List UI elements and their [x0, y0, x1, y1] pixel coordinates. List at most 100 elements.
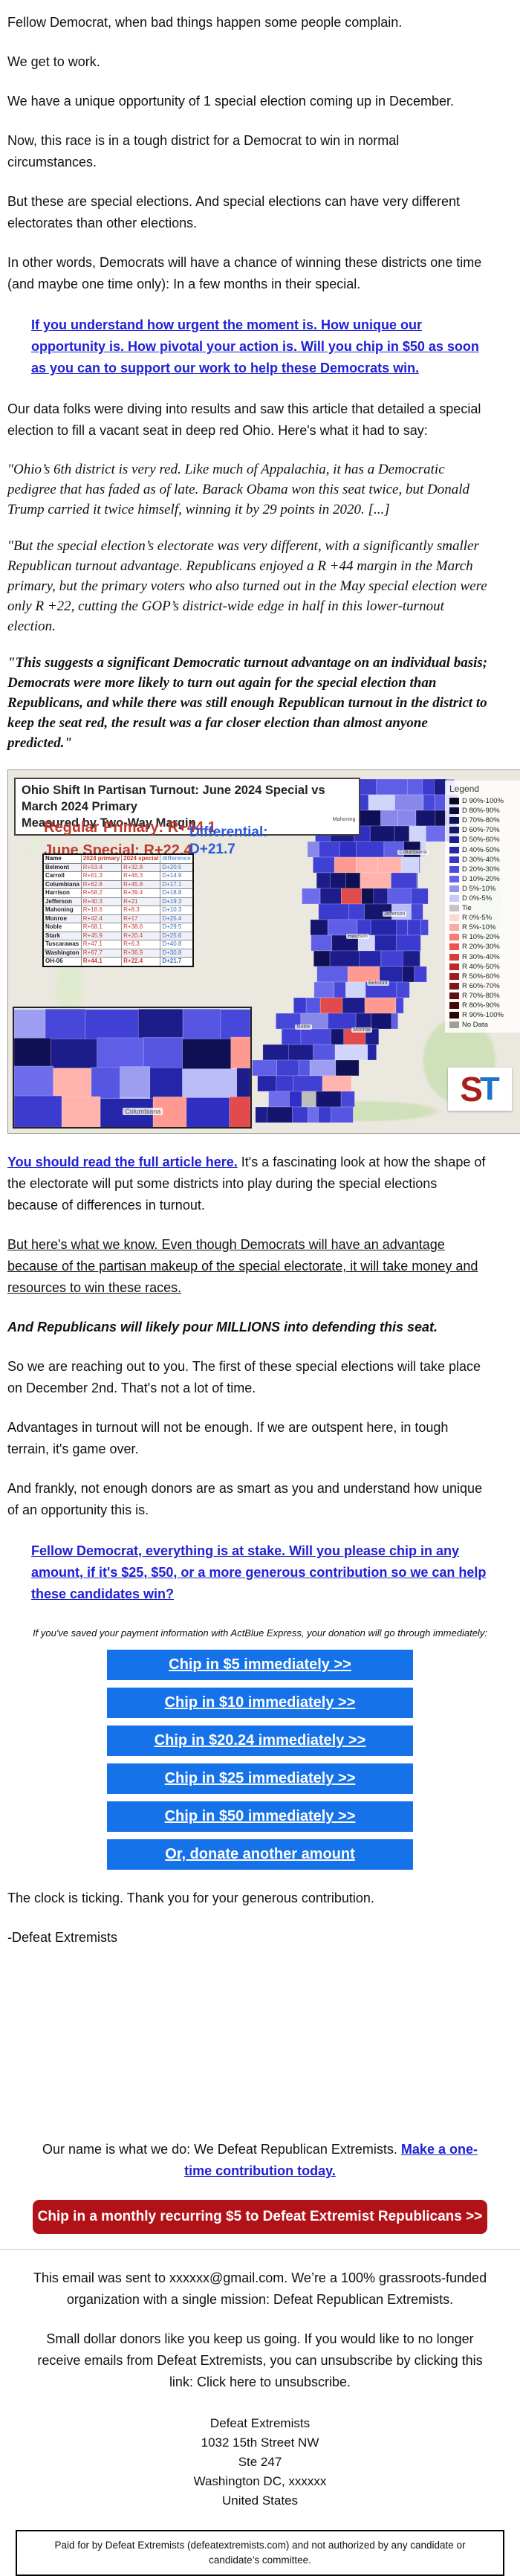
table-cell: R+8.3	[121, 906, 161, 915]
table-cell: R+44.1	[80, 957, 123, 966]
legend-label: R 10%-20%	[462, 933, 500, 942]
legend-swatch	[449, 982, 459, 990]
chip-in-20-24-button[interactable]: Chip in $20.24 immediately >>	[107, 1726, 413, 1756]
chip-in-any-amount-link[interactable]: Fellow Democrat, everything is at stake.…	[31, 1543, 487, 1601]
chip-in-50-button[interactable]: Chip in $50 immediately >>	[107, 1801, 413, 1832]
address-line: Defeat Extremists	[209, 2416, 311, 2430]
legend-swatch	[449, 943, 459, 951]
donation-buttons: Chip in $5 immediately >> Chip in $10 imm…	[107, 1650, 413, 1870]
table-cell: D+18.8	[160, 888, 194, 898]
legend-label: D 40%-50%	[462, 845, 500, 854]
table-cell: R+45.8	[121, 879, 161, 889]
legend-swatch	[449, 798, 459, 805]
donors-paragraph: And frankly, not enough donors are as sm…	[7, 1481, 483, 1517]
legend-entry: R 0%-5%	[449, 913, 520, 923]
spacer	[0, 1966, 520, 2121]
legend-label: D 80%-90%	[462, 807, 500, 816]
read-full-article-link[interactable]: You should read the full article here.	[7, 1155, 238, 1169]
email-body: Fellow Democrat, when bad things happen …	[0, 12, 520, 2576]
legend-entry: No Data	[449, 1020, 520, 1030]
county-label: Columbiana	[397, 850, 429, 856]
legend-swatch	[449, 1021, 459, 1029]
unsubscribe-link[interactable]: Click here to unsubscribe.	[196, 2375, 351, 2389]
legend-swatch	[449, 1012, 459, 1019]
table-cell: Jefferson	[42, 897, 82, 906]
table-cell: R+58.2	[80, 888, 123, 898]
map-inset: Columbiana	[13, 1007, 252, 1129]
actblue-express-note: If you've saved your payment information…	[33, 1627, 487, 1639]
table-cell: Washington	[42, 948, 82, 958]
clock-paragraph: The clock is ticking. Thank you for your…	[7, 1891, 374, 1905]
legend-label: R 20%-30%	[462, 943, 500, 952]
table-cell: R+20.4	[121, 931, 161, 940]
legend-entry: R 10%-20%	[449, 932, 520, 942]
legend-label: D 0%-5%	[462, 894, 493, 903]
table-cell: OH-06	[42, 957, 82, 966]
legend-swatch	[449, 827, 459, 834]
legend-entry: D 10%-20%	[449, 874, 520, 884]
table-cell: D+25.6	[160, 931, 194, 940]
legend-swatch	[449, 934, 459, 941]
legend-label: R 40%-50%	[462, 962, 500, 971]
table-cell: R+6.3	[121, 940, 161, 949]
intro-paragraph-1: Fellow Democrat, when bad things happen …	[7, 15, 403, 30]
legend-swatch	[449, 875, 459, 882]
legend-entry: D 30%-40%	[449, 855, 520, 865]
legend-entry: R 60%-70%	[449, 981, 520, 991]
table-cell: Monroe	[42, 914, 82, 923]
inset-county-label: Columbiana	[123, 1108, 163, 1116]
intro-paragraph-2: We get to work.	[7, 54, 100, 69]
table-cell: R+22.4	[121, 957, 161, 966]
legend-label: D 30%-40%	[462, 855, 500, 864]
legend-swatch	[449, 972, 459, 980]
table-cell: R+47.1	[80, 940, 123, 949]
signature: -Defeat Extremists	[7, 1930, 118, 1945]
chip-in-50-link[interactable]: If you understand how urgent the moment …	[31, 317, 479, 375]
table-cell: R+67.7	[80, 948, 123, 958]
chip-in-5-button[interactable]: Chip in $5 immediately >>	[107, 1650, 413, 1680]
table-cell: R+53.4	[80, 862, 123, 872]
legend-label: D 50%-60%	[462, 836, 500, 845]
table-cell: 2024 primary	[80, 853, 123, 864]
table-cell: R+39.4	[121, 888, 161, 898]
address-line: Ste 247	[238, 2455, 282, 2469]
chip-in-25-button[interactable]: Chip in $25 immediately >>	[107, 1763, 413, 1794]
legend-label: R 70%-80%	[462, 991, 500, 1000]
legend-label: Tie	[462, 904, 472, 913]
table-cell: D+21.7	[160, 957, 194, 966]
table-cell: R+42.4	[80, 914, 123, 923]
reaching-out-paragraph: So we are reaching out to you. The first…	[7, 1359, 481, 1395]
monthly-recurring-donate-button[interactable]: Chip in a monthly recurring $5 to Defeat…	[33, 2200, 487, 2234]
one-time-contribution-link[interactable]: Make a one-time contribution today.	[184, 2142, 478, 2178]
table-cell: Stark	[42, 931, 82, 940]
legend-label: No Data	[462, 1021, 488, 1030]
divider	[0, 2249, 520, 2250]
intro-paragraph-5: But these are special elections. And spe…	[7, 194, 461, 230]
legend-swatch	[449, 836, 459, 844]
legend-entry: D 0%-5%	[449, 894, 520, 903]
legend-swatch	[449, 1002, 459, 1010]
table-cell: D+10.3	[160, 906, 194, 915]
ohio-turnout-map-image[interactable]: Ohio Shift In Partisan Turnout: June 202…	[7, 769, 520, 1134]
chip-in-10-button[interactable]: Chip in $10 immediately >>	[107, 1688, 413, 1718]
legend-swatch	[449, 817, 459, 824]
legend-entry: D 50%-60%	[449, 835, 520, 845]
table-cell: D+20.5	[160, 862, 194, 872]
donate-another-amount-button[interactable]: Or, donate another amount	[107, 1839, 413, 1870]
legend-label: R 90%-100%	[462, 1011, 504, 1020]
legend-label: D 5%-10%	[462, 884, 496, 893]
table-cell: D+17.1	[160, 879, 194, 889]
table-cell: R+38.6	[121, 923, 161, 932]
table-cell: R+40.3	[80, 897, 123, 906]
county-label: Noble	[295, 1024, 312, 1030]
county-label: Jefferson	[382, 911, 407, 917]
legend-swatch	[449, 865, 459, 873]
article-quote-2: "But the special election’s electorate w…	[7, 538, 487, 634]
table-cell: Harrison	[42, 888, 82, 898]
unsubscribe-paragraph: Small dollar donors like you keep us goi…	[37, 2331, 483, 2389]
table-cell: Columbiana	[42, 879, 82, 889]
table-cell: R+17	[121, 914, 161, 923]
intro-paragraph-4: Now, this race is in a tough district fo…	[7, 133, 400, 170]
legend-entry: R 70%-80%	[449, 991, 520, 1001]
